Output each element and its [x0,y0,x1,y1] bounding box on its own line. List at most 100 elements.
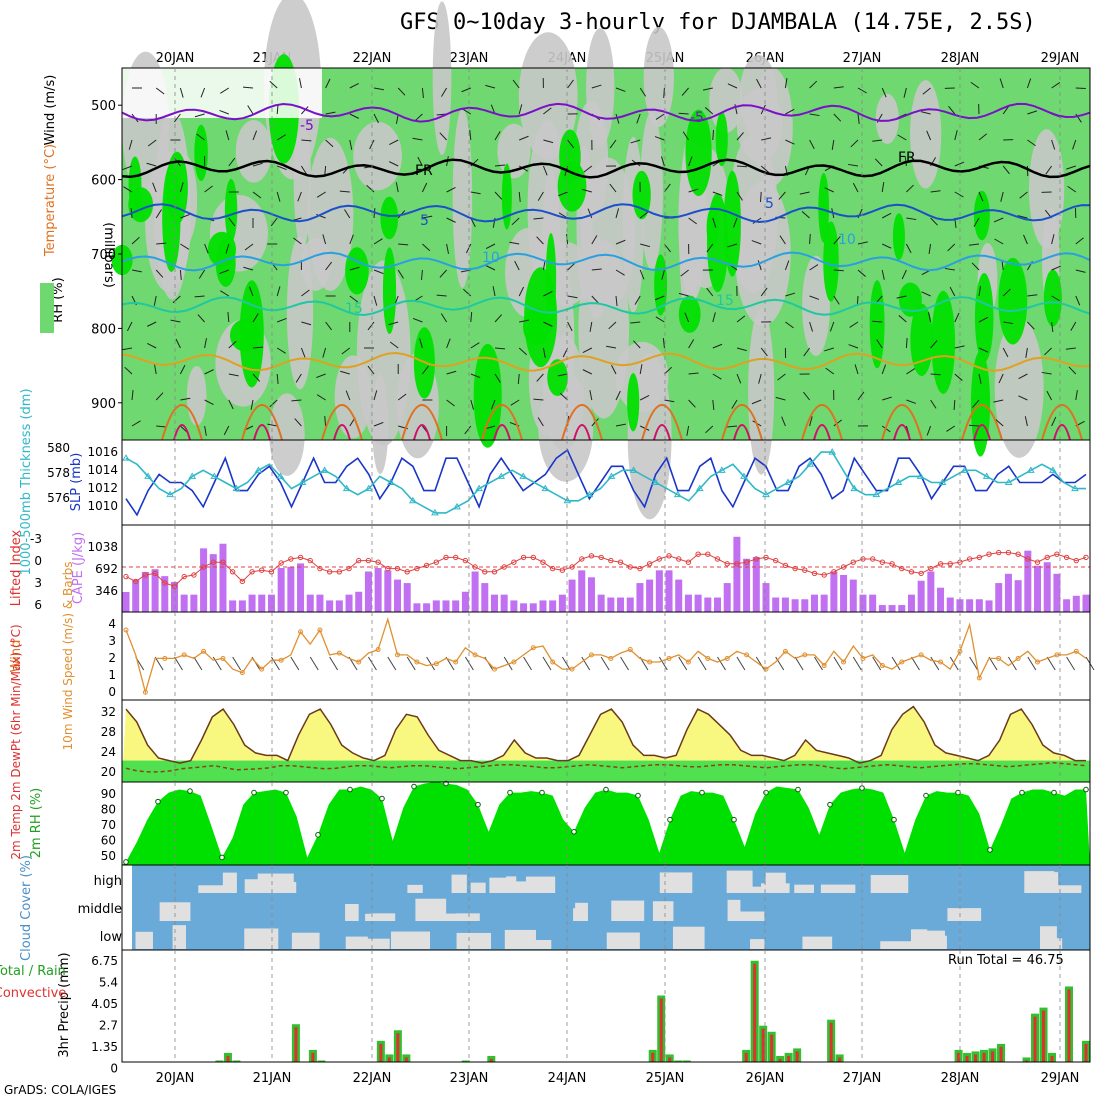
wind-barb [993,217,1004,223]
cloud-block [880,941,913,949]
wind-barb-10m [1046,656,1056,671]
wind-barb [751,240,762,245]
wind-barb [857,87,867,94]
wind-barb [470,373,481,379]
cloud-block [794,884,815,893]
rh-point [347,786,353,793]
wind-barb [758,373,762,384]
cape-tick: 346 [95,584,118,598]
rh-moist-region [239,280,264,388]
wind-barb [543,107,552,115]
li-point [162,580,168,586]
wind-barb [421,182,428,193]
wind-barb [301,139,312,142]
wind-barb [228,373,239,377]
wind-point [841,659,847,665]
wind-barb [204,243,209,254]
wind-barb [609,139,617,149]
cape-bar [413,603,421,612]
wind-barb [537,417,544,427]
wind-barb [872,139,883,142]
wind-barb [736,132,744,141]
wind-point [608,655,614,661]
wind-barb [1065,347,1076,350]
wind-barb [509,241,520,245]
wind-barb [155,87,165,95]
wind-barb [953,399,956,411]
cloud-block [271,882,297,893]
wind-point [317,627,323,633]
cape-bar [364,571,372,612]
convective-bar [1067,989,1071,1062]
convective-bar [651,1052,655,1062]
cloud-block [606,932,640,949]
convective-bar [982,1052,986,1062]
wind-barb [736,165,748,168]
cloud-block [525,876,556,893]
surface-temp-contour-hot [333,424,351,441]
wind-barb [345,390,351,401]
li-tick: 3 [34,576,42,590]
rh-dry-region [186,365,207,426]
wind-barb [809,295,820,300]
wind-barb [922,87,931,95]
li-point [1025,556,1031,562]
wind-barb [543,321,553,327]
wind-barb [809,321,814,332]
rh-point [603,786,609,793]
rh-moist-region [869,280,885,369]
rh-point [507,789,513,796]
cloud-block [370,913,396,921]
wind-barb [419,338,423,349]
li-point [928,565,934,572]
wind-barb [949,286,956,297]
cloud-block [1024,881,1045,893]
cape-bar [219,543,227,612]
wind-barb [276,286,281,297]
slp-tick: 1016 [87,445,118,459]
wind-barb [227,311,230,323]
wind-barb [519,319,530,323]
ylabel-cloud: Cloud Cover (%) [19,855,34,961]
convective-bar [1084,1043,1088,1062]
wind-barb [582,347,593,353]
wind-barb-10m [290,656,300,671]
li-point [1083,554,1089,561]
rh-point [539,789,545,796]
wind-barb [252,346,264,349]
wind-barb [1041,371,1052,375]
thickness-point [144,472,152,479]
cape-bar [471,571,479,612]
cloud-block [172,925,187,949]
wind-barb [124,366,133,375]
date-label-top: 22JAN [353,51,392,66]
wind-barb [857,269,866,277]
li-point [685,559,692,565]
wind-barb-10m [1027,656,1037,671]
cape-bar [723,583,731,612]
cape-bar [975,599,983,612]
wind-barb [291,399,302,402]
wind-barb [412,137,423,141]
wind-point [123,627,129,633]
temp-contour-15 [121,296,1091,317]
wind-barb [881,364,887,375]
wind-barb [809,113,820,117]
cape-bar [151,569,159,612]
convective-bar [744,1052,748,1062]
wind-point [511,659,517,665]
convective-bar [294,1027,298,1062]
cape-bar [665,570,673,612]
wind-barb [712,312,716,323]
cape-bar [898,605,906,612]
wind-barb [152,182,157,193]
date-label-bottom: 27JAN [843,1071,882,1086]
contour-label: 10 [482,250,500,266]
cape-bar [1024,550,1032,612]
wind-barb [926,130,932,141]
cape-bar [801,599,809,612]
wind-barb [591,295,599,304]
cloud-block [222,872,237,893]
precip-tick: 1.35 [91,1040,118,1054]
wind-barb [1075,390,1078,401]
